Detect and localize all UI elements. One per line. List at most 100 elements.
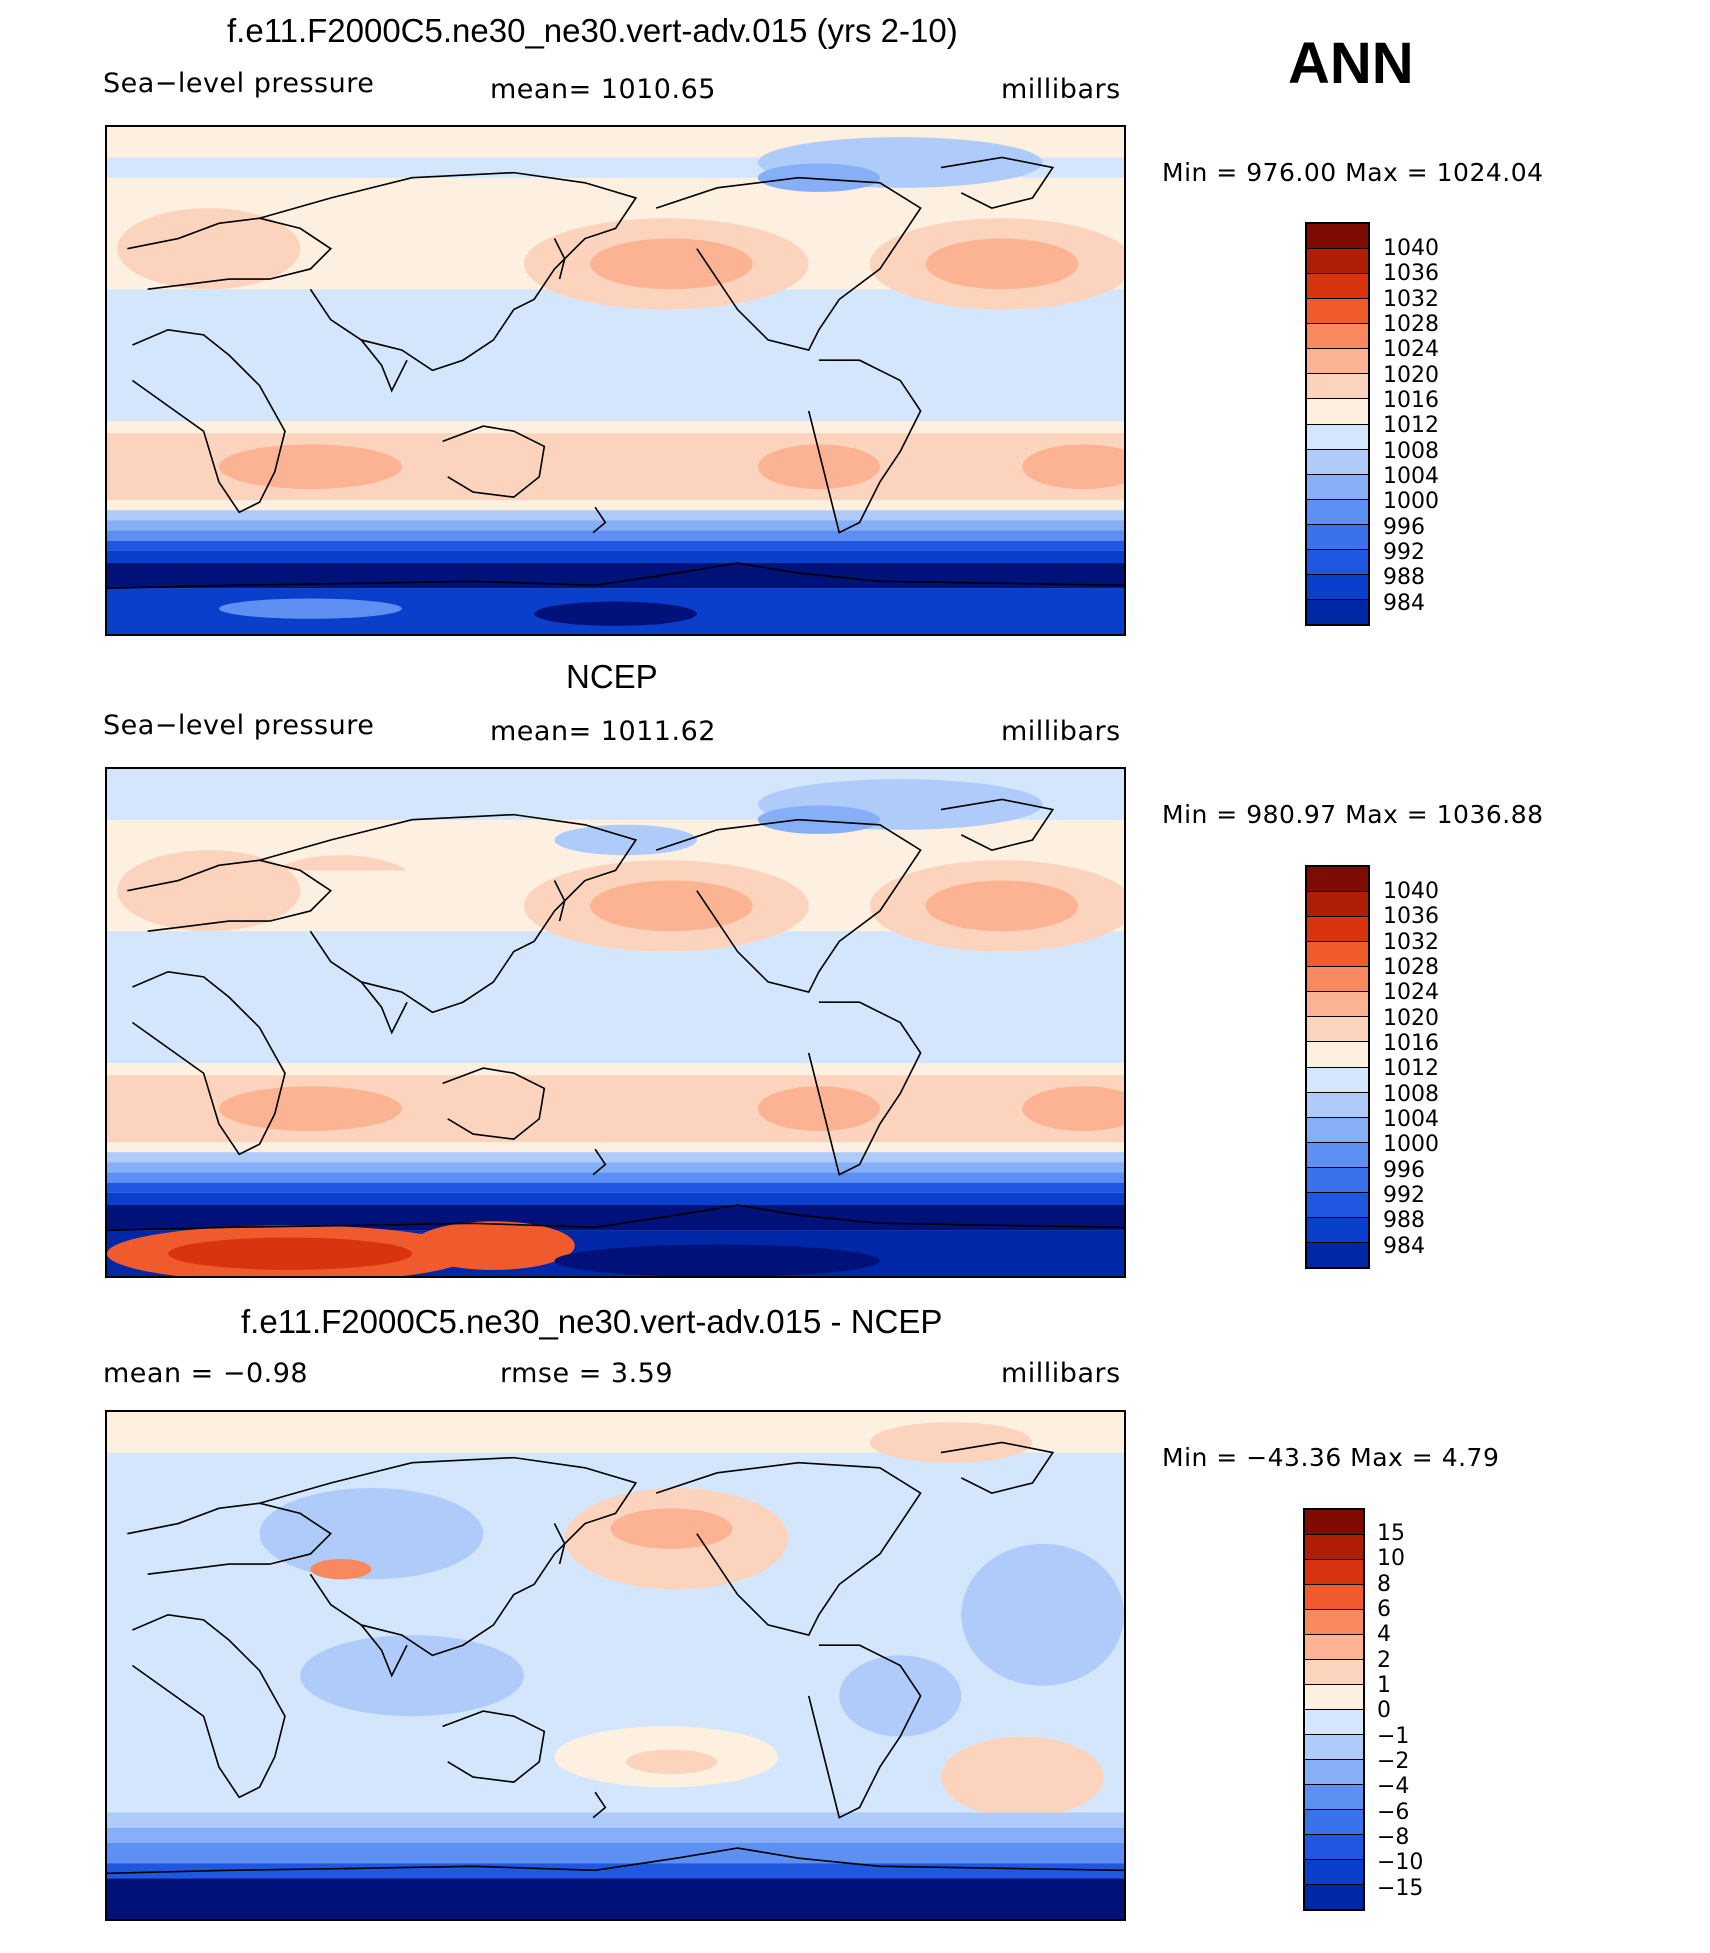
colorbar-box [1307,574,1368,600]
antarctica-coastline [107,562,1124,590]
coastline [442,1067,546,1140]
panel1-left-label: Sea−level pressure [103,68,375,99]
coastline [655,176,922,352]
field-band-southern-4 [107,540,1124,551]
colorbar-tick-label: 10 [1377,1546,1405,1572]
field-high-pacific-south [757,1086,880,1131]
coastline [655,1461,922,1637]
panel2-colorbar-labels: 1040 1036 1032 1028 1024 1020 1016 1012 1008 1004… [1383,879,1463,1259]
colorbar-box [1307,992,1368,1018]
colorbar-box [1305,1810,1363,1835]
colorbar-box [1307,1217,1368,1243]
coastline [807,359,922,534]
field-edge-south [107,1063,1124,1076]
panel2-units-label: millibars [1001,716,1121,747]
colorbar-tick-label: 1028 [1383,312,1439,337]
colorbar-tick-label: −1 [1377,1723,1410,1749]
coastline [553,1523,566,1565]
colorbar-tick-label: 1024 [1383,980,1439,1006]
panel3-map-plot [107,1412,1124,1919]
panel3-units-label: millibars [1001,1358,1121,1389]
colorbar-box [1307,1192,1368,1218]
colorbar-box [1305,1685,1363,1710]
colorbar-box [1307,917,1368,943]
colorbar-tick-label: 1004 [1383,464,1439,489]
panel3-colorbar [1303,1508,1365,1911]
field-antarctic [107,1878,1124,1919]
colorbar-tick-label: 1020 [1383,1005,1439,1031]
panel3-mean-label: mean = −0.98 [103,1358,309,1389]
panel3-title: f.e11.F2000C5.ne30_ne30.vert-adv.015 - N… [241,1303,943,1340]
field-antarctic-patch [218,598,402,619]
colorbar-tick-label: 1012 [1383,1056,1439,1082]
colorbar-tick-label: 4 [1377,1622,1391,1648]
coastline [592,1148,607,1176]
field-antarctic-low [554,1244,880,1276]
colorbar-tick-label: 1000 [1383,1132,1439,1158]
coastline [442,1710,546,1783]
coastline [127,859,333,933]
colorbar-tick-label: 1032 [1383,286,1439,312]
panel2-colorbar [1305,865,1370,1269]
colorbar-box [1305,1710,1363,1735]
colorbar-tick-label: 1008 [1383,1081,1439,1107]
panel1-map-plot [107,127,1124,634]
field-band-southern-3 [107,1842,1124,1864]
colorbar-box [1307,274,1368,300]
coastline [131,970,286,1156]
panel2-mean-label: mean= 1011.62 [490,716,716,747]
colorbar-box [1305,1560,1363,1585]
field-high-atlantic-core [925,880,1079,932]
field-diff-south-pacific-core [625,1749,718,1774]
colorbar-tick-label: 15 [1377,1521,1405,1546]
panel1-units-label: millibars [1001,74,1121,105]
field-high-pacific-south [757,444,880,489]
colorbar-box [1305,1785,1363,1810]
colorbar-tick-label: 2 [1377,1647,1391,1673]
panel1-title: f.e11.F2000C5.ne30_ne30.vert-adv.015 (yr… [227,12,958,49]
colorbar-box [1307,599,1368,624]
colorbar-box [1307,374,1368,400]
field-diff-greenland [869,1422,1033,1463]
coastline [127,217,333,291]
colorbar-tick-label: −2 [1377,1749,1410,1774]
field-high-atlantic-south [1022,1086,1124,1131]
field-band-southern-1 [107,510,1124,521]
colorbar-box [1307,1092,1368,1118]
colorbar-box [1305,1660,1363,1685]
panel1-colorbar-labels: 1040 1036 1032 1028 1024 1020 1016 1012 1008 1004… [1383,236,1463,616]
field-antarctic-high-east [412,1221,575,1270]
colorbar-box [1307,1042,1368,1068]
colorbar-tick-label: 1020 [1383,362,1439,388]
field-diff-pacific-core [610,1508,733,1549]
coastline [940,798,1055,851]
field-diff-indian [300,1635,524,1717]
coastline [592,506,607,534]
colorbar-tick-label: 1028 [1383,955,1439,980]
panel1-mean-label: mean= 1010.65 [490,74,716,105]
colorbar-tick-label: 1032 [1383,929,1439,955]
coastline [940,1441,1055,1494]
colorbar-tick-label: −8 [1377,1825,1410,1850]
colorbar-tick-label: 1000 [1383,489,1439,515]
colorbar-tick-label: 988 [1383,565,1425,591]
colorbar-box [1307,499,1368,525]
colorbar-box [1307,1017,1368,1043]
colorbar-box [1307,549,1368,575]
colorbar-tick-label: 992 [1383,540,1425,565]
colorbar-tick-label: −4 [1377,1774,1410,1800]
colorbar-box [1305,1510,1363,1535]
coastline [360,339,408,393]
colorbar-tick-label: 8 [1377,1571,1391,1597]
colorbar-tick-label: 992 [1383,1183,1425,1208]
colorbar-box [1307,967,1368,993]
colorbar-tick-label: 1008 [1383,438,1439,464]
panel3-map [105,1410,1126,1921]
panel1-map [105,125,1126,636]
colorbar-box [1307,449,1368,475]
colorbar-tick-label: 1036 [1383,261,1439,287]
field-high-pacific-core [590,238,753,290]
coastline [360,981,408,1035]
coastline [807,1001,922,1176]
colorbar-tick-label: 996 [1383,1157,1425,1183]
